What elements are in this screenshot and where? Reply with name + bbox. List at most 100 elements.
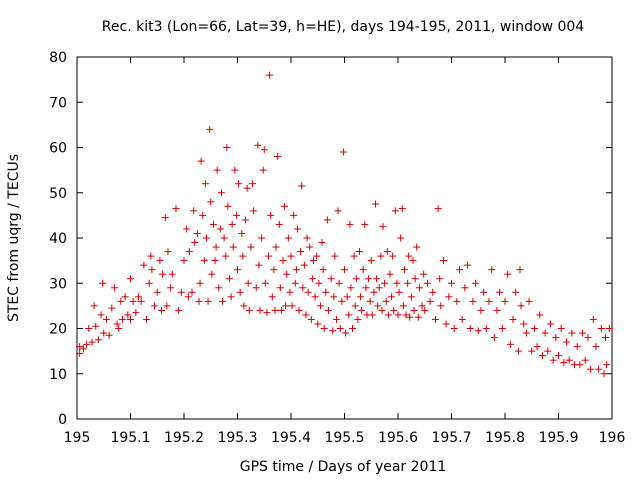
data-point [158,306,166,314]
data-point [493,306,501,314]
data-point [552,334,560,342]
data-point [108,304,116,312]
data-point [420,270,428,278]
data-point [330,293,338,301]
data-point [88,338,96,346]
data-point [482,325,490,332]
data-point [244,279,252,287]
data-point [215,284,223,292]
data-point [306,243,314,251]
data-point [464,261,472,269]
data-point [193,229,201,237]
data-point [212,243,220,251]
data-point [490,334,498,342]
data-point [300,261,308,269]
data-point [288,302,296,310]
data-point [184,293,192,301]
data-point [302,311,310,319]
data-point [517,302,525,310]
data-point [445,293,453,301]
data-point [368,311,376,319]
data-point [339,148,347,156]
data-point [466,325,474,332]
data-point [201,180,209,188]
data-point [202,234,210,242]
data-point [589,315,597,323]
data-point [190,207,198,215]
data-point [299,284,307,292]
data-point [413,243,421,251]
data-point [409,257,417,265]
data-point [153,288,161,296]
data-point [172,205,180,213]
data-point [404,279,412,287]
data-point [390,306,398,314]
data-point [76,349,84,357]
data-point [504,270,512,278]
data-point [200,257,208,265]
x-tick-label: 195.1 [110,430,150,446]
data-point [319,266,327,274]
data-point [352,275,360,283]
data-point [211,257,219,265]
data-point [549,356,557,364]
data-point [383,248,391,256]
data-point [271,306,279,314]
chart-title: Rec. kit3 (Lon=66, Lat=39, h=HE), days 1… [102,19,585,35]
data-point [506,340,514,348]
data-point [405,252,413,260]
data-point [361,220,369,228]
data-point [248,180,256,188]
data-point [458,315,466,323]
data-point [365,275,373,283]
data-point [557,325,565,332]
data-point [239,252,247,260]
data-point [127,275,134,283]
data-point [329,327,337,335]
data-point [314,320,322,328]
data-point [297,248,305,256]
data-point [222,252,230,260]
data-point [243,184,251,192]
data-point [163,302,171,310]
data-point [207,198,215,206]
data-point [185,248,193,256]
data-point [161,214,169,222]
data-point [389,252,397,260]
data-point [290,211,298,219]
y-axis-label: STEC from uqrg / TECUs [6,154,22,322]
data-point [423,279,431,287]
data-point [415,284,423,292]
data-point [584,334,592,342]
data-point [113,320,121,328]
data-point [381,279,389,287]
data-point [156,257,164,265]
data-point [298,182,306,190]
data-point [291,279,299,287]
data-point [281,202,289,210]
data-point [188,288,196,296]
x-tick-label: 195.3 [217,430,257,446]
data-point [268,293,276,301]
data-point [579,329,587,337]
data-point [196,279,204,287]
data-point [177,288,185,296]
data-point [147,252,155,260]
data-point [315,279,323,287]
data-point [197,157,205,165]
y-tick-label: 70 [49,95,67,111]
x-axis: 195 195.1 195.2 195.3 195.4 195.5 195.6 195.7 19… [64,57,625,446]
data-point [287,252,295,260]
data-point [525,297,533,305]
data-point [442,320,450,328]
data-point [334,207,342,215]
data-point [477,306,485,314]
data-point [282,302,290,310]
data-point [533,343,541,351]
data-point [191,239,199,247]
data-point [431,315,439,323]
data-point [335,279,343,287]
data-point [286,288,294,296]
data-point [167,284,175,292]
data-point [453,297,461,305]
